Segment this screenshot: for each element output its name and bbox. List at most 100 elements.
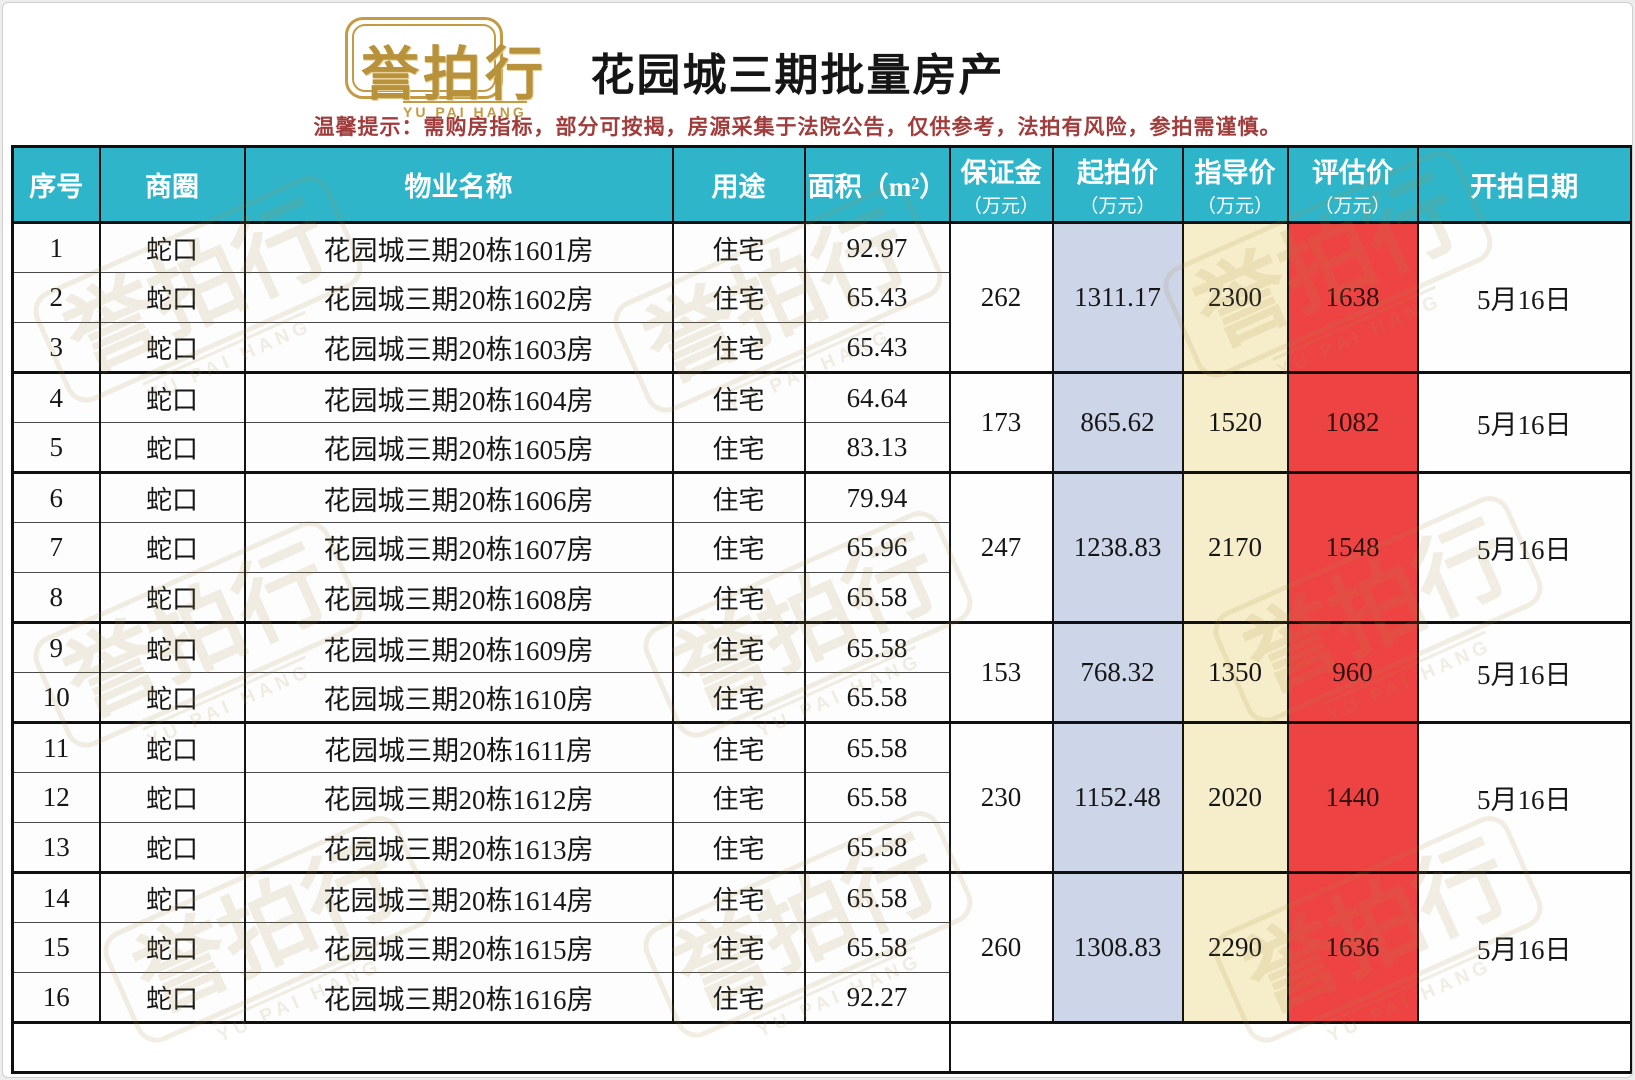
property-name-cell: 花园城三期20栋1607房 — [243, 522, 674, 573]
auction-date-cell: 5月16日 — [1416, 722, 1632, 874]
row-number-cell: 8 — [11, 572, 101, 624]
district-cell: 蛇口 — [98, 522, 246, 573]
area-cell: 65.96 — [803, 522, 951, 573]
page-header: 誉拍行 YU PAI HANG 花园城三期批量房产 温馨提示：需购房指标，部分可… — [3, 3, 1632, 145]
use-cell: 住宅 — [671, 372, 806, 423]
row-number-cell: 11 — [11, 722, 101, 773]
row-number-cell: 13 — [11, 822, 101, 874]
district-cell: 蛇口 — [98, 322, 246, 374]
property-name-cell: 花园城三期20栋1614房 — [243, 872, 674, 923]
deposit-cell: 247 — [948, 472, 1054, 624]
col-header-date: 开拍日期 — [1416, 145, 1632, 224]
table-row: 11 蛇口 花园城三期20栋1611房 住宅 65.58 230 1152.48 2020 14… — [11, 722, 1632, 874]
auction-date-cell: 5月16日 — [1416, 372, 1632, 474]
area-cell: 65.58 — [803, 622, 951, 673]
risk-notice: 温馨提示：需购房指标，部分可按揭，房源采集于法院公告，仅供参考，法拍有风险，参拍… — [313, 115, 1282, 139]
district-cell: 蛇口 — [98, 272, 246, 323]
eval-price-cell: 1548 — [1286, 472, 1419, 624]
deposit-cell: 262 — [948, 222, 1054, 374]
table-row: 15 蛇口 花园城三期20栋1615房 住宅 65.58 — [11, 922, 1632, 973]
start-price-cell: 768.32 — [1051, 622, 1184, 724]
area-cell: 65.58 — [803, 572, 951, 624]
start-price-cell: 1152.48 — [1051, 722, 1184, 874]
use-cell: 住宅 — [671, 222, 806, 273]
row-number-cell: 9 — [11, 622, 101, 673]
use-cell: 住宅 — [671, 722, 806, 773]
use-cell: 住宅 — [671, 522, 806, 573]
guide-price-cell: 2290 — [1181, 872, 1289, 1024]
table-row: 14 蛇口 花园城三期20栋1614房 住宅 65.58 260 1308.83 2290 16… — [11, 872, 1632, 1024]
property-name-cell: 花园城三期20栋1610房 — [243, 672, 674, 724]
property-name-cell: 花园城三期20栋1612房 — [243, 772, 674, 823]
deposit-cell: 153 — [948, 622, 1054, 724]
logo-subtext: YU PAI HANG — [403, 101, 527, 120]
property-name-cell: 花园城三期20栋1601房 — [243, 222, 674, 273]
table-row: 2 蛇口 花园城三期20栋1602房 住宅 65.43 — [11, 272, 1632, 323]
deposit-cell: 230 — [948, 722, 1054, 874]
eval-price-cell: 1638 — [1286, 222, 1419, 374]
start-price-cell: 865.62 — [1051, 372, 1184, 474]
table-row: 5 蛇口 花园城三期20栋1605房 住宅 83.13 — [11, 422, 1632, 474]
deposit-cell: 173 — [948, 372, 1054, 474]
table-row: 4 蛇口 花园城三期20栋1604房 住宅 64.64 173 865.62 1520 1082… — [11, 372, 1632, 474]
district-cell: 蛇口 — [98, 772, 246, 823]
area-cell: 65.43 — [803, 322, 951, 374]
eval-price-cell: 1082 — [1286, 372, 1419, 474]
logo-frame-icon — [345, 17, 503, 99]
eval-price-cell: 1636 — [1286, 872, 1419, 1024]
table-row: 3 蛇口 花园城三期20栋1603房 住宅 65.43 — [11, 322, 1632, 374]
col-header-district: 商圈 — [98, 145, 246, 224]
use-cell: 住宅 — [671, 472, 806, 523]
property-name-cell: 花园城三期20栋1606房 — [243, 472, 674, 523]
district-cell: 蛇口 — [98, 922, 246, 973]
area-cell: 65.58 — [803, 772, 951, 823]
row-number-cell: 7 — [11, 522, 101, 573]
property-name-cell: 花园城三期20栋1603房 — [243, 322, 674, 374]
use-cell: 住宅 — [671, 772, 806, 823]
property-name-cell: 花园城三期20栋1605房 — [243, 422, 674, 474]
row-number-cell: 14 — [11, 872, 101, 923]
table-row: 7 蛇口 花园城三期20栋1607房 住宅 65.96 — [11, 522, 1632, 573]
property-name-cell: 花园城三期20栋1608房 — [243, 572, 674, 624]
row-number-cell: 12 — [11, 772, 101, 823]
use-cell: 住宅 — [671, 622, 806, 673]
guide-price-cell: 2170 — [1181, 472, 1289, 624]
deposit-cell: 260 — [948, 872, 1054, 1024]
col-header-start-price: 起拍价 （万元） — [1051, 145, 1184, 224]
district-cell: 蛇口 — [98, 422, 246, 474]
row-number-cell: 3 — [11, 322, 101, 374]
table-row: 13 蛇口 花园城三期20栋1613房 住宅 65.58 — [11, 822, 1632, 874]
property-name-cell: 花园城三期20栋1604房 — [243, 372, 674, 423]
property-name-cell: 花园城三期20栋1613房 — [243, 822, 674, 874]
use-cell: 住宅 — [671, 972, 806, 1024]
district-cell: 蛇口 — [98, 622, 246, 673]
area-cell: 65.58 — [803, 722, 951, 773]
header-row: 序号 商圈 物业名称 用途 面积（m²） 保证金 （万元） 起拍价 （万元） 指… — [11, 145, 1632, 224]
start-price-cell: 1311.17 — [1051, 222, 1184, 374]
table-body: 1 蛇口 花园城三期20栋1601房 住宅 92.97 262 1311.17 2300 163… — [11, 222, 1632, 1074]
property-name-cell: 花园城三期20栋1609房 — [243, 622, 674, 673]
property-listing-table: 序号 商圈 物业名称 用途 面积（m²） 保证金 （万元） 起拍价 （万元） 指… — [11, 145, 1632, 1074]
table-row: 1 蛇口 花园城三期20栋1601房 住宅 92.97 262 1311.17 2300 163… — [11, 222, 1632, 374]
auction-date-cell: 5月16日 — [1416, 622, 1632, 724]
footer-cell-left — [11, 1021, 951, 1074]
property-name-cell: 花园城三期20栋1616房 — [243, 972, 674, 1024]
use-cell: 住宅 — [671, 572, 806, 624]
auction-date-cell: 5月16日 — [1416, 472, 1632, 624]
start-price-cell: 1308.83 — [1051, 872, 1184, 1024]
district-cell: 蛇口 — [98, 972, 246, 1024]
property-name-cell: 花园城三期20栋1615房 — [243, 922, 674, 973]
use-cell: 住宅 — [671, 272, 806, 323]
district-cell: 蛇口 — [98, 672, 246, 724]
use-cell: 住宅 — [671, 872, 806, 923]
start-price-cell: 1238.83 — [1051, 472, 1184, 624]
guide-price-cell: 2300 — [1181, 222, 1289, 374]
use-cell: 住宅 — [671, 922, 806, 973]
row-number-cell: 16 — [11, 972, 101, 1024]
eval-price-cell: 1440 — [1286, 722, 1419, 874]
area-cell: 65.58 — [803, 672, 951, 724]
row-number-cell: 1 — [11, 222, 101, 273]
col-header-property: 物业名称 — [243, 145, 674, 224]
district-cell: 蛇口 — [98, 222, 246, 273]
property-name-cell: 花园城三期20栋1602房 — [243, 272, 674, 323]
